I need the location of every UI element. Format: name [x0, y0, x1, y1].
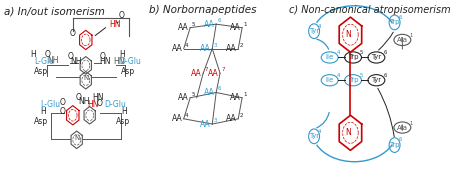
Text: 1: 1 — [409, 121, 412, 125]
Text: 4: 4 — [337, 51, 340, 56]
Text: AA: AA — [226, 114, 237, 123]
Text: O: O — [60, 98, 66, 107]
Text: Asp: Asp — [121, 67, 135, 76]
Text: c) Non-canonical atropisomerism: c) Non-canonical atropisomerism — [290, 5, 451, 15]
Text: 5: 5 — [191, 22, 195, 27]
Text: 1: 1 — [409, 33, 412, 38]
Text: AA: AA — [200, 44, 211, 53]
Text: N: N — [345, 30, 351, 39]
Text: NH: NH — [70, 57, 82, 66]
Text: NH: NH — [78, 97, 90, 106]
Text: HN: HN — [100, 57, 111, 66]
Text: Ala: Ala — [397, 37, 408, 43]
Text: 6: 6 — [383, 73, 386, 78]
Text: H: H — [121, 106, 127, 116]
Text: 5: 5 — [360, 51, 363, 56]
Text: H: H — [40, 106, 46, 116]
Text: 4: 4 — [318, 129, 321, 134]
Text: Tyr: Tyr — [309, 28, 319, 34]
Text: 7: 7 — [204, 67, 208, 72]
Text: b) Norbornapeptides: b) Norbornapeptides — [149, 5, 256, 15]
Text: Trp: Trp — [389, 142, 400, 148]
Text: 1: 1 — [244, 22, 247, 27]
Text: N: N — [83, 75, 89, 81]
Text: O: O — [100, 52, 106, 61]
Text: a) In/out isomerism: a) In/out isomerism — [4, 7, 105, 17]
Text: HN: HN — [109, 20, 121, 29]
Text: Ile: Ile — [326, 54, 334, 61]
Text: AA: AA — [230, 23, 241, 32]
Text: HN: HN — [92, 93, 104, 101]
Text: 2: 2 — [239, 113, 243, 118]
Text: 6: 6 — [383, 51, 386, 56]
Text: Tyr: Tyr — [371, 77, 382, 83]
Text: AA: AA — [204, 88, 215, 97]
Text: O: O — [44, 50, 50, 59]
Text: O: O — [70, 29, 76, 38]
Text: D-Glu: D-Glu — [119, 57, 141, 66]
Text: AA: AA — [226, 44, 237, 53]
Text: 4: 4 — [185, 113, 189, 118]
Text: AA: AA — [230, 93, 241, 102]
Text: 5: 5 — [360, 73, 363, 78]
Text: D-Glu: D-Glu — [104, 100, 126, 109]
Text: Tyr: Tyr — [371, 54, 382, 61]
Text: 6: 6 — [218, 87, 221, 91]
Text: 5: 5 — [191, 92, 195, 97]
Text: 4: 4 — [337, 73, 340, 78]
Text: 1: 1 — [244, 92, 247, 97]
Text: 6: 6 — [218, 18, 221, 23]
Text: AA: AA — [191, 69, 202, 78]
Text: L-Glu: L-Glu — [40, 100, 61, 109]
Text: L-Glu: L-Glu — [34, 57, 54, 66]
Text: H: H — [119, 50, 125, 59]
Text: Trp: Trp — [348, 77, 358, 83]
Text: 3: 3 — [214, 118, 217, 123]
Text: 3: 3 — [214, 43, 217, 48]
Text: 2: 2 — [239, 43, 243, 48]
Text: O: O — [96, 99, 102, 108]
Text: H: H — [30, 50, 36, 59]
Text: 4: 4 — [185, 43, 189, 48]
Text: NH: NH — [47, 56, 58, 65]
Text: Asp: Asp — [34, 117, 48, 126]
Text: N: N — [345, 128, 351, 137]
Text: AA: AA — [178, 93, 189, 102]
Text: HN: HN — [87, 100, 99, 109]
Text: AA: AA — [178, 23, 189, 32]
Text: 6: 6 — [399, 137, 402, 142]
Text: Ile: Ile — [326, 77, 334, 83]
Text: 7: 7 — [221, 67, 225, 72]
Text: O: O — [75, 93, 81, 101]
Text: AA: AA — [208, 69, 219, 78]
Text: O: O — [118, 11, 124, 20]
Text: HN: HN — [113, 57, 125, 66]
Text: AA: AA — [172, 44, 182, 53]
Text: O: O — [68, 52, 73, 61]
Text: Asp: Asp — [116, 117, 130, 126]
Text: 6: 6 — [399, 15, 402, 20]
Text: Tyr: Tyr — [309, 133, 319, 139]
Text: O: O — [60, 107, 66, 116]
Text: AA: AA — [200, 120, 211, 129]
Text: Asp: Asp — [34, 67, 48, 76]
Text: AA: AA — [172, 114, 182, 123]
Text: N: N — [74, 135, 79, 141]
Text: Trp: Trp — [389, 19, 400, 25]
Text: Trp: Trp — [348, 54, 358, 61]
Text: 4: 4 — [318, 23, 321, 28]
Text: AA: AA — [204, 20, 215, 29]
Text: Ala: Ala — [397, 125, 408, 130]
